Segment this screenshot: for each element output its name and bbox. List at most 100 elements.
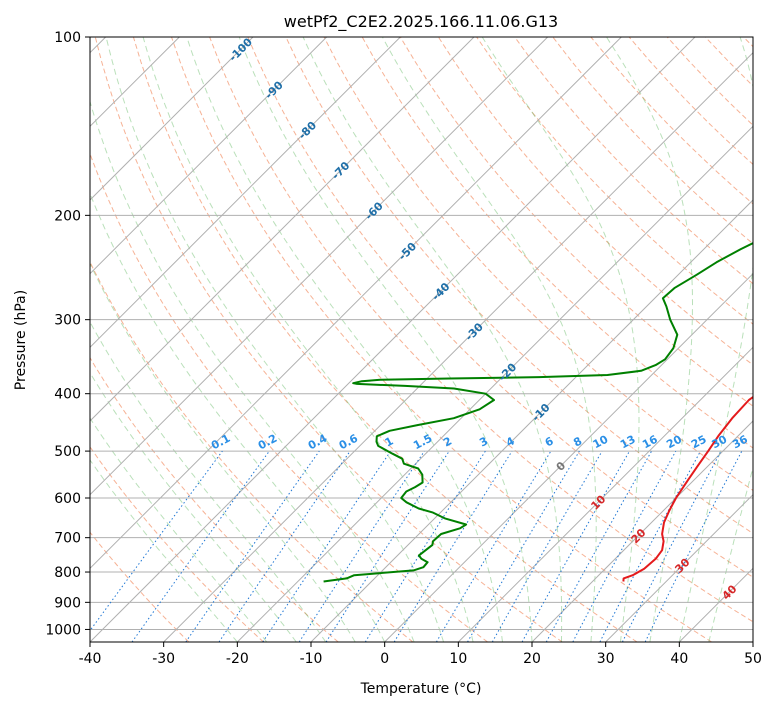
y-tick-label: 600 (54, 491, 81, 507)
isotherm-line (90, 37, 696, 642)
dry-adiabat (132, 37, 638, 642)
isotherm-line (90, 37, 475, 422)
dry-adiabat (90, 531, 190, 642)
mixing-ratio-line (218, 450, 351, 642)
dry-adiabat (247, 37, 753, 578)
x-axis-label: Temperature (°C) (360, 681, 482, 697)
temperature-line (622, 395, 753, 582)
x-tick-label: -30 (152, 651, 175, 667)
mixing-ratio-lines (90, 450, 743, 642)
dry-adiabat (90, 356, 339, 642)
mixing-ratio-label: 10 (591, 432, 611, 451)
isotherm-line (90, 37, 622, 570)
moist-adiabat (186, 37, 503, 642)
dry-adiabat (209, 37, 753, 623)
moist-adiabat (90, 262, 356, 642)
moist-adiabat (90, 192, 386, 642)
y-tick-label: 1000 (45, 622, 81, 638)
dry-adiabat (90, 446, 264, 642)
mixing-ratio-line (467, 450, 580, 642)
mixing-ratio-line (435, 450, 552, 642)
y-tick-label: 400 (54, 387, 81, 403)
dry-adiabat (285, 37, 753, 535)
isotherm-line (457, 346, 753, 642)
isotherm-line (163, 51, 753, 642)
x-axis: -40 -30 -20 -10 0 10 20 30 40 50 (79, 642, 762, 667)
moist-adiabat (678, 37, 753, 642)
dry-adiabat (399, 37, 753, 407)
mixing-ratio-label: 25 (689, 433, 709, 452)
isotherm-line (90, 37, 254, 201)
y-tick-label: 700 (54, 531, 81, 547)
moist-adiabat (90, 459, 238, 642)
mixing-ratio-line (185, 450, 320, 642)
y-tick-label: 200 (54, 208, 81, 224)
dry-adiabat (171, 37, 712, 642)
x-tick-label: 20 (523, 651, 541, 667)
dry-adiabat (514, 37, 753, 285)
isotherm-line (531, 420, 753, 642)
x-tick-label: -40 (79, 651, 102, 667)
mixing-ratio-line (491, 450, 603, 642)
moist-adiabat (90, 321, 327, 642)
dry-adiabat (90, 152, 488, 642)
mixing-ratio-line (545, 450, 653, 642)
moist-adiabat (238, 37, 533, 642)
isotherm-line (236, 125, 753, 642)
sounding-series (323, 242, 753, 583)
dry-adiabat (437, 37, 753, 366)
moist-adiabat (302, 37, 563, 642)
dewpoint-line (323, 242, 753, 583)
mixing-ratio-label: 36 (730, 433, 750, 452)
isotherm-line (90, 37, 401, 349)
y-axis: 100 200 300 400 500 600 700 800 900 1000 (45, 30, 90, 638)
isobars (90, 37, 753, 630)
x-tick-label: 40 (670, 651, 688, 667)
isotherm-line (90, 37, 549, 496)
mixing-ratio-label: 30 (710, 433, 730, 452)
dry-adiabat (361, 37, 753, 449)
mixing-ratio-label: 13 (618, 433, 638, 452)
isotherm-line (384, 272, 753, 642)
chart-title: wetPf2_C2E2.2025.166.11.06.G13 (284, 12, 558, 32)
mixing-ratio-line (521, 450, 630, 642)
mixing-ratio-line (644, 450, 743, 642)
mixing-ratio-label: 16 (640, 433, 660, 452)
mixing-ratio-line (262, 450, 392, 642)
y-tick-label: 500 (54, 444, 81, 460)
moist-adiabat (90, 417, 268, 642)
y-axis-label: Pressure (hPa) (13, 290, 29, 390)
x-tick-label: -10 (300, 651, 323, 667)
moist-adiabat (381, 37, 597, 642)
moist-adiabat (481, 37, 640, 642)
x-tick-label: 10 (449, 651, 467, 667)
isotherm-line (310, 199, 753, 642)
dry-adiabat (94, 37, 563, 642)
mixing-ratio-line (393, 450, 513, 642)
dry-adiabat (323, 37, 753, 491)
plot-frame (89, 36, 754, 643)
dry-adiabats (90, 37, 753, 642)
y-tick-label: 900 (54, 595, 81, 611)
x-tick-label: 50 (744, 651, 762, 667)
moist-adiabats (90, 37, 753, 642)
isotherms (90, 37, 753, 642)
moist-adiabat (708, 465, 753, 642)
moist-adiabat (90, 371, 297, 642)
x-tick-label: 0 (380, 651, 389, 667)
mixing-ratio-line (131, 450, 270, 642)
mixing-ratio-label: 20 (664, 432, 684, 451)
y-tick-label: 800 (54, 565, 81, 581)
plot-area (90, 37, 753, 642)
x-tick-label: 30 (597, 651, 615, 667)
y-tick-label: 100 (54, 30, 81, 46)
moist-adiabat (105, 37, 445, 642)
moist-adiabat (606, 37, 693, 642)
y-tick-label: 300 (54, 313, 81, 329)
isotherm-line (90, 37, 328, 275)
x-tick-label: -20 (226, 651, 249, 667)
isotherm-line (605, 493, 753, 642)
moist-adiabat (142, 37, 474, 642)
